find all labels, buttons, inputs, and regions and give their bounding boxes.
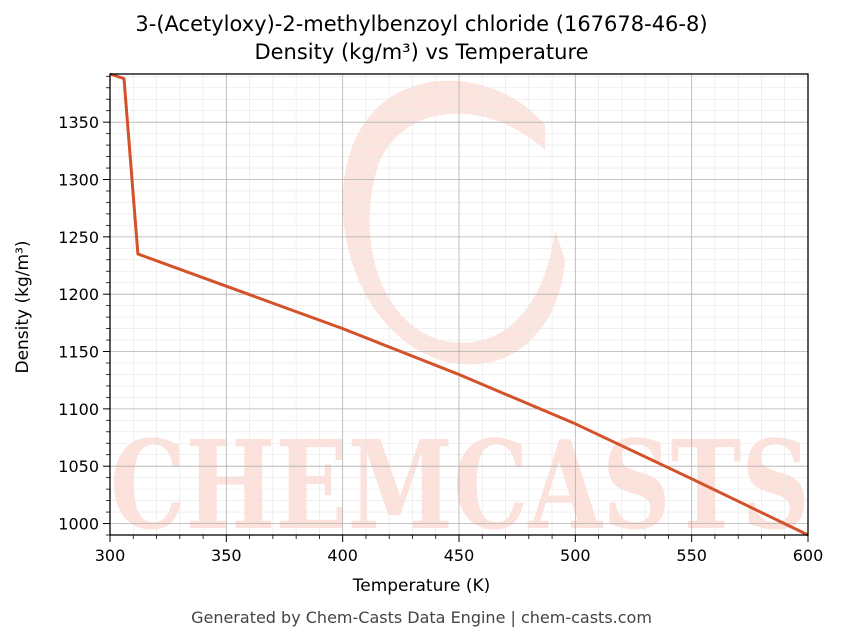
- y-tick-label: 1050: [58, 457, 99, 476]
- x-axis: 300 350 400 450 500 550 600: [95, 535, 824, 565]
- x-tick-label: 400: [327, 546, 358, 565]
- footer-credit: Generated by Chem-Casts Data Engine | ch…: [191, 608, 652, 627]
- x-tick-label: 500: [560, 546, 591, 565]
- chart-title: 3-(Acetyloxy)-2-methylbenzoyl chloride (…: [135, 12, 708, 36]
- x-tick-label: 350: [211, 546, 242, 565]
- x-tick-label: 450: [444, 546, 475, 565]
- x-tick-label: 550: [676, 546, 707, 565]
- y-tick-label: 1250: [58, 228, 99, 247]
- y-tick-label: 1000: [58, 515, 99, 534]
- x-tick-label: 600: [793, 546, 824, 565]
- chart-subtitle: Density (kg/m³) vs Temperature: [254, 40, 589, 64]
- y-tick-label: 1100: [58, 400, 99, 419]
- y-tick-label: 1200: [58, 285, 99, 304]
- y-tick-label: 1300: [58, 171, 99, 190]
- y-tick-label: 1350: [58, 113, 99, 132]
- y-tick-label: 1150: [58, 343, 99, 362]
- watermark-swirl: [342, 80, 565, 365]
- y-axis: 1000 1050 1100 1150 1200 1250 1300 1350: [58, 75, 110, 536]
- major-grid: [109, 74, 809, 535]
- y-axis-label: Density (kg/m³): [13, 240, 33, 374]
- x-tick-label: 300: [95, 546, 126, 565]
- x-axis-label: Temperature (K): [352, 576, 491, 596]
